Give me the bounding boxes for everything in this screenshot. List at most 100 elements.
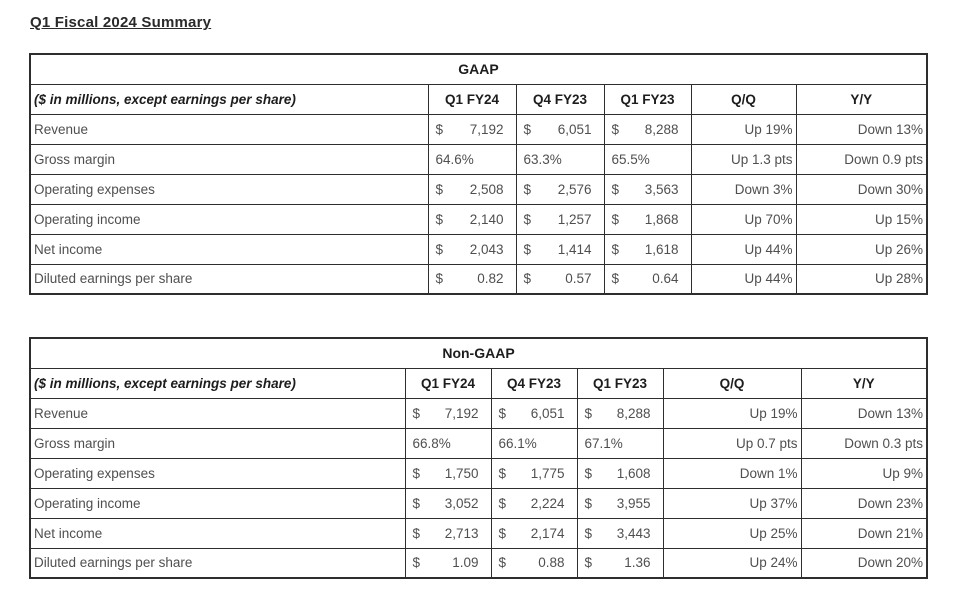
row-label: Operating expenses <box>29 457 406 489</box>
value-cell-q4fy23: $2,224 <box>490 487 578 519</box>
qq-change-cell: Down 1% <box>662 457 802 489</box>
currency-symbol: $ <box>435 211 444 227</box>
value-cell-q1fy24: $7,192 <box>427 113 517 145</box>
yy-change-cell: Down 0.3 pts <box>800 427 928 459</box>
value-cell-q1fy23: $3,955 <box>576 487 664 519</box>
value-cell-q1fy24: 66.8% <box>404 427 492 459</box>
amount: 1,414 <box>557 241 592 257</box>
row-label: Revenue <box>29 113 429 145</box>
row-label: Diluted earnings per share <box>29 547 406 579</box>
column-header-q1fy23: Q1 FY23 <box>576 367 664 399</box>
amount: 65.5% <box>611 151 650 167</box>
column-header-qq: Q/Q <box>690 83 797 115</box>
currency-symbol: $ <box>584 555 593 571</box>
qq-change-cell: Down 3% <box>690 173 797 205</box>
row-label: Operating expenses <box>29 173 429 205</box>
qq-change-cell: Up 44% <box>690 263 797 295</box>
row-label: Gross margin <box>29 143 429 175</box>
row-label: Diluted earnings per share <box>29 263 429 295</box>
currency-symbol: $ <box>412 405 421 421</box>
column-header-qq: Q/Q <box>662 367 802 399</box>
yy-change-cell: Down 13% <box>800 397 928 429</box>
value-cell-q4fy23: $6,051 <box>490 397 578 429</box>
amount: 66.8% <box>412 435 451 451</box>
yy-change-cell: Down 21% <box>800 517 928 549</box>
value-cell-q1fy23: $3,563 <box>603 173 692 205</box>
value-cell-q1fy24: $2,508 <box>427 173 517 205</box>
gaap-table-title-row: GAAP <box>29 53 928 85</box>
value-cell-q1fy24: $0.82 <box>427 263 517 295</box>
currency-symbol: $ <box>611 241 620 257</box>
value-cell-q1fy23: $1,868 <box>603 203 692 235</box>
currency-symbol: $ <box>523 271 532 287</box>
value-cell-q1fy23: $1,618 <box>603 233 692 265</box>
amount: 66.1% <box>498 435 537 451</box>
table-row-net-income: Net income $2,713 $2,174 $3,443 Up 25% D… <box>29 517 928 549</box>
value-cell-q1fy23: $3,443 <box>576 517 664 549</box>
value-cell-q1fy23: 67.1% <box>576 427 664 459</box>
yy-change-cell: Down 23% <box>800 487 928 519</box>
non-gaap-table: Non-GAAP ($ in millions, except earnings… <box>29 337 928 579</box>
currency-symbol: $ <box>584 465 593 481</box>
value-cell-q4fy23: $1,775 <box>490 457 578 489</box>
table-row-diluted-eps: Diluted earnings per share $1.09 $0.88 $… <box>29 547 928 579</box>
qq-change-cell: Up 70% <box>690 203 797 235</box>
amount: 6,051 <box>557 121 592 137</box>
table-row-gross-margin: Gross margin 66.8% 66.1% 67.1% Up 0.7 pt… <box>29 427 928 459</box>
currency-symbol: $ <box>498 465 507 481</box>
currency-symbol: $ <box>611 271 620 287</box>
yy-change-cell: Up 9% <box>800 457 928 489</box>
currency-symbol: $ <box>584 405 593 421</box>
row-label: Operating income <box>29 203 429 235</box>
column-header-yy: Y/Y <box>800 367 928 399</box>
currency-symbol: $ <box>523 121 532 137</box>
yy-change-cell: Down 30% <box>795 173 928 205</box>
amount: 1,750 <box>444 465 479 481</box>
yy-change-cell: Up 28% <box>795 263 928 295</box>
amount: 8,288 <box>616 405 651 421</box>
value-cell-q1fy23: $0.64 <box>603 263 692 295</box>
value-cell-q1fy23: 65.5% <box>603 143 692 175</box>
row-header-label: ($ in millions, except earnings per shar… <box>29 367 406 399</box>
amount: 1.36 <box>624 555 651 571</box>
value-cell-q4fy23: $2,174 <box>490 517 578 549</box>
table-row-operating-expenses: Operating expenses $1,750 $1,775 $1,608 … <box>29 457 928 489</box>
amount: 6,051 <box>530 405 565 421</box>
gaap-table: GAAP ($ in millions, except earnings per… <box>29 53 928 295</box>
value-cell-q4fy23: 63.3% <box>515 143 605 175</box>
table-row-revenue: Revenue $7,192 $6,051 $8,288 Up 19% Down… <box>29 397 928 429</box>
value-cell-q4fy23: $6,051 <box>515 113 605 145</box>
value-cell-q4fy23: $0.57 <box>515 263 605 295</box>
amount: 0.64 <box>652 271 679 287</box>
table-row-operating-income: Operating income $3,052 $2,224 $3,955 Up… <box>29 487 928 519</box>
yy-change-cell: Down 13% <box>795 113 928 145</box>
qq-change-cell: Up 37% <box>662 487 802 519</box>
value-cell-q4fy23: $1,414 <box>515 233 605 265</box>
amount: 0.88 <box>538 555 565 571</box>
table-row-revenue: Revenue $7,192 $6,051 $8,288 Up 19% Down… <box>29 113 928 145</box>
amount: 0.82 <box>477 271 504 287</box>
value-cell-q1fy24: $7,192 <box>404 397 492 429</box>
gaap-table-title: GAAP <box>29 53 928 85</box>
amount: 8,288 <box>644 121 679 137</box>
amount: 2,713 <box>444 525 479 541</box>
row-label: Net income <box>29 517 406 549</box>
qq-change-cell: Up 0.7 pts <box>662 427 802 459</box>
currency-symbol: $ <box>412 495 421 511</box>
amount: 7,192 <box>469 121 504 137</box>
currency-symbol: $ <box>611 181 620 197</box>
yy-change-cell: Down 20% <box>800 547 928 579</box>
column-header-q1fy24: Q1 FY24 <box>427 83 517 115</box>
value-cell-q1fy23: $8,288 <box>576 397 664 429</box>
column-header-q4fy23: Q4 FY23 <box>515 83 605 115</box>
column-header-q1fy23: Q1 FY23 <box>603 83 692 115</box>
value-cell-q1fy24: $1,750 <box>404 457 492 489</box>
amount: 0.57 <box>565 271 592 287</box>
amount: 1,868 <box>644 211 679 227</box>
value-cell-q1fy24: 64.6% <box>427 143 517 175</box>
yy-change-cell: Down 0.9 pts <box>795 143 928 175</box>
table-row-gross-margin: Gross margin 64.6% 63.3% 65.5% Up 1.3 pt… <box>29 143 928 175</box>
value-cell-q4fy23: 66.1% <box>490 427 578 459</box>
value-cell-q1fy24: $3,052 <box>404 487 492 519</box>
amount: 3,563 <box>644 181 679 197</box>
